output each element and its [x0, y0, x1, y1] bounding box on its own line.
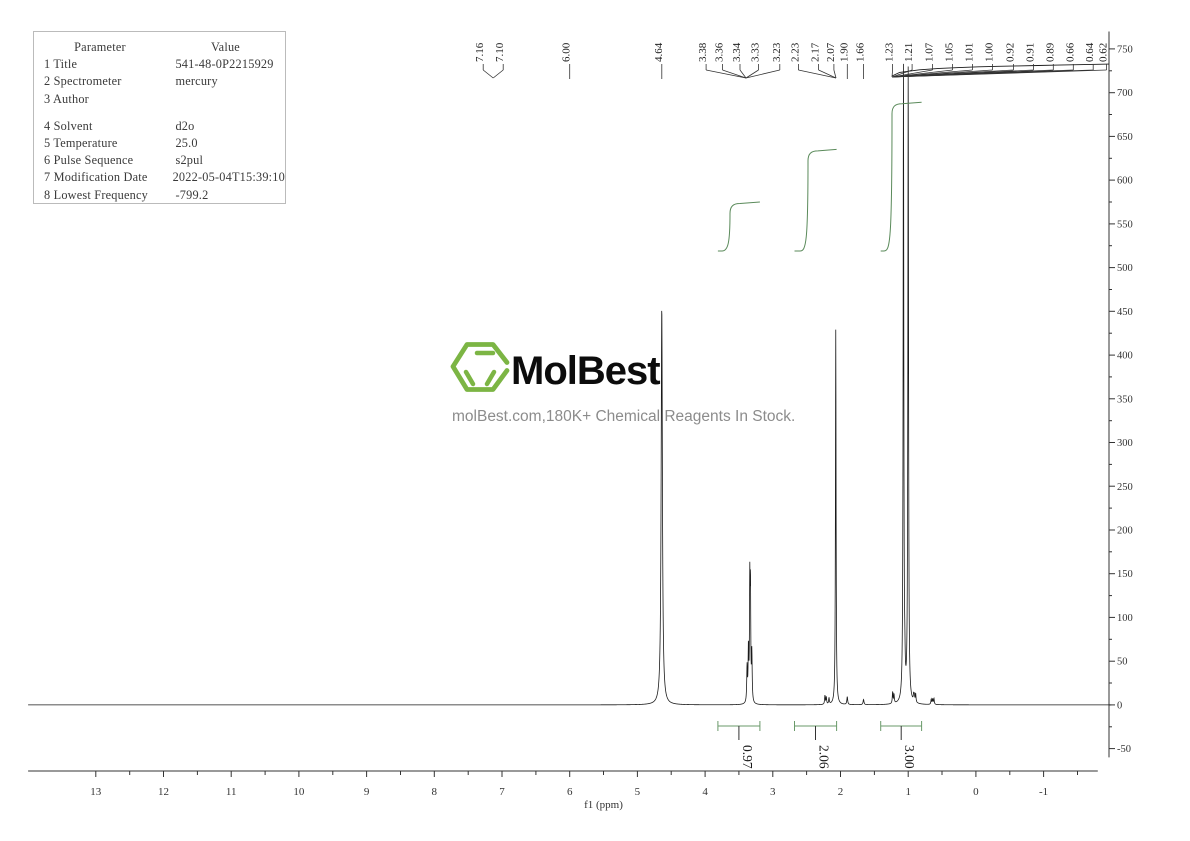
svg-text:7: 7	[499, 786, 505, 798]
svg-text:3.33: 3.33	[750, 42, 762, 62]
svg-text:600: 600	[1117, 176, 1133, 187]
svg-text:-1: -1	[1039, 786, 1048, 798]
svg-text:3.00: 3.00	[902, 745, 917, 769]
svg-text:0.62: 0.62	[1098, 43, 1110, 62]
svg-text:3: 3	[770, 786, 776, 798]
svg-text:500: 500	[1117, 263, 1133, 274]
svg-text:350: 350	[1117, 394, 1133, 405]
svg-text:0.64: 0.64	[1084, 42, 1096, 62]
svg-text:100: 100	[1117, 613, 1133, 624]
svg-text:550: 550	[1117, 219, 1133, 230]
svg-text:0.97: 0.97	[740, 745, 755, 769]
svg-text:12: 12	[158, 786, 169, 798]
svg-text:1.05: 1.05	[944, 42, 956, 62]
svg-text:1.01: 1.01	[963, 43, 975, 62]
svg-text:0.91: 0.91	[1024, 43, 1036, 62]
svg-text:1.90: 1.90	[838, 42, 850, 62]
svg-text:2.17: 2.17	[810, 42, 822, 62]
svg-text:750: 750	[1117, 44, 1133, 55]
svg-text:7.10: 7.10	[494, 42, 506, 62]
svg-text:0: 0	[1117, 700, 1122, 711]
svg-text:3.38: 3.38	[697, 42, 709, 62]
svg-text:4: 4	[702, 786, 708, 798]
svg-text:0: 0	[973, 786, 979, 798]
svg-text:450: 450	[1117, 307, 1133, 318]
svg-text:4.64: 4.64	[653, 42, 665, 62]
svg-text:1.00: 1.00	[983, 42, 995, 62]
svg-text:3.34: 3.34	[731, 42, 743, 62]
svg-text:2.06: 2.06	[817, 745, 832, 769]
svg-text:13: 13	[90, 786, 102, 798]
svg-text:5: 5	[635, 786, 641, 798]
svg-text:6: 6	[567, 786, 573, 798]
svg-text:-50: -50	[1117, 744, 1131, 755]
svg-text:1: 1	[905, 786, 911, 798]
svg-text:1.21: 1.21	[903, 43, 915, 62]
svg-text:400: 400	[1117, 351, 1133, 362]
svg-text:10: 10	[293, 786, 305, 798]
svg-text:0.92: 0.92	[1004, 43, 1016, 62]
svg-text:700: 700	[1117, 88, 1133, 99]
svg-text:1.66: 1.66	[855, 42, 867, 62]
svg-text:7.16: 7.16	[474, 42, 486, 62]
svg-text:0.89: 0.89	[1044, 42, 1056, 62]
svg-text:200: 200	[1117, 526, 1133, 537]
svg-text:2: 2	[838, 786, 844, 798]
svg-text:50: 50	[1117, 657, 1128, 668]
svg-text:2.07: 2.07	[825, 42, 837, 62]
svg-text:f1 (ppm): f1 (ppm)	[584, 799, 623, 811]
svg-text:2.23: 2.23	[789, 42, 801, 62]
svg-text:150: 150	[1117, 569, 1133, 580]
svg-text:250: 250	[1117, 482, 1133, 493]
svg-text:3.23: 3.23	[771, 42, 783, 62]
svg-text:3.36: 3.36	[714, 42, 726, 62]
svg-text:650: 650	[1117, 132, 1133, 143]
svg-text:1.23: 1.23	[884, 42, 896, 62]
svg-text:0.66: 0.66	[1064, 42, 1076, 62]
svg-text:300: 300	[1117, 438, 1133, 449]
svg-text:6.00: 6.00	[561, 42, 573, 62]
svg-text:11: 11	[226, 786, 237, 798]
svg-text:9: 9	[364, 786, 370, 798]
svg-text:1.07: 1.07	[924, 42, 936, 62]
svg-text:8: 8	[432, 786, 438, 798]
